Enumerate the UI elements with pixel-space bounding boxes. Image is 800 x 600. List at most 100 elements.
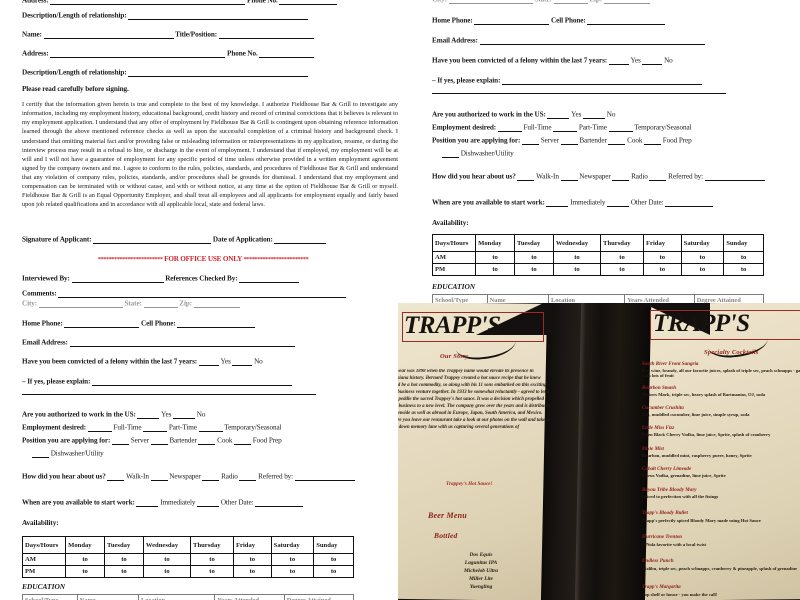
table-row: AM to to to to to to to xyxy=(431,251,764,264)
table-header-row: Days/Hours Monday Tuesday Wednesday Thur… xyxy=(431,234,764,252)
felony-no-label: No xyxy=(254,357,263,366)
desc-length-label-2: Description/Length of relationship: xyxy=(22,68,127,77)
cell[interactable]: to xyxy=(104,553,144,566)
menu-brand-right: TRAPP'S xyxy=(653,310,750,337)
cell[interactable]: to xyxy=(104,565,144,578)
zip-label-r: Zip: xyxy=(589,0,602,3)
cell[interactable]: to xyxy=(642,251,682,264)
th-friday: Friday xyxy=(232,536,272,554)
ref-name-row: Name: Title/Position: xyxy=(22,31,314,39)
cell[interactable]: to xyxy=(232,565,272,578)
cell[interactable]: to xyxy=(600,251,644,264)
ref-address-row: Address: Phone No. xyxy=(22,49,315,58)
opt-bartender: Bartender xyxy=(169,436,197,445)
cell[interactable]: to xyxy=(65,565,106,578)
cell[interactable]: to xyxy=(680,263,725,276)
office-use-text: FOR OFFICE USE ONLY xyxy=(164,255,242,263)
hear-about-row-r: How did you hear about us? Walk-In Newsp… xyxy=(432,173,765,181)
menu-binder-spine xyxy=(540,303,652,600)
home-cell-phone-row-r: Home Phone: Cell Phone: xyxy=(432,17,666,25)
address-label-2: Address: xyxy=(22,49,49,58)
employment-desired-label: Employment desired: xyxy=(22,423,87,432)
felony-no-label-r: No xyxy=(664,56,673,65)
opt-server: Server xyxy=(130,436,149,445)
education-heading: EDUCATION xyxy=(22,582,66,591)
cocktail-name: Trapp's Margarita xyxy=(642,584,681,590)
email-label: Email Address: xyxy=(22,338,68,347)
employment-desired-label-r: Employment desired: xyxy=(432,123,497,132)
cell[interactable]: to xyxy=(142,565,192,578)
work-auth-label: Are you authorized to work in the US: xyxy=(22,410,136,419)
work-auth-no-r: No xyxy=(606,110,616,119)
start-work-label: When are you available to start work: xyxy=(22,498,135,507)
cell[interactable]: to xyxy=(142,553,192,566)
cell[interactable]: to xyxy=(514,263,554,276)
cocktail-name: Trapp's Bloody Bullet xyxy=(642,510,688,516)
th-monday-r: Monday xyxy=(475,234,516,252)
interviewed-by-row: Interviewed By: References Checked By: xyxy=(22,274,300,283)
cell[interactable]: to xyxy=(723,251,764,264)
th-tuesday: Tuesday xyxy=(104,536,144,554)
cell[interactable]: to xyxy=(475,263,516,276)
cocktail-desc: Gin, muddled cucumber, lime juice, simpl… xyxy=(642,412,750,417)
cell[interactable]: to xyxy=(65,553,106,566)
cell[interactable]: to xyxy=(270,565,315,578)
opt-radio: Radio xyxy=(221,472,238,481)
asterisk-right: ************************ xyxy=(243,256,309,263)
opt-newspaper: Newspaper xyxy=(169,472,201,481)
opt-immediately: Immediately xyxy=(160,498,196,507)
our-story-title: Our Story xyxy=(440,353,469,360)
row-label-am: AM xyxy=(21,553,67,566)
work-auth-row: Are you authorized to work in the US: Ye… xyxy=(22,411,205,419)
cell[interactable]: to xyxy=(552,263,602,276)
cell[interactable]: to xyxy=(313,565,354,578)
cocktail-name: Hurricane Trenton xyxy=(642,534,683,540)
felony-yes-label: Yes xyxy=(220,357,231,366)
cell[interactable]: to xyxy=(552,251,602,264)
cell[interactable]: to xyxy=(475,251,516,264)
position-row-2-r: Dishwasher/Utility xyxy=(442,150,514,158)
cell[interactable]: to xyxy=(270,553,315,566)
opt-newspaper-r: Newspaper xyxy=(579,172,611,181)
cell[interactable]: to xyxy=(514,251,554,264)
cell[interactable]: to xyxy=(680,251,725,264)
if-yes-explain-label-r: – If yes, please explain: xyxy=(432,76,501,85)
email-label-r: Email Address: xyxy=(432,36,478,45)
beer-item: Dos Equis xyxy=(469,552,493,558)
home-cell-phone-row: Home Phone: Cell Phone: xyxy=(22,320,256,328)
th-thursday-r: Thursday xyxy=(600,234,644,252)
cell[interactable]: to xyxy=(723,263,764,276)
opt-other-date-r: Other Date: xyxy=(630,198,664,207)
address-label: Address: xyxy=(22,0,49,5)
explain-blank-line-r xyxy=(432,93,726,94)
cell[interactable]: to xyxy=(313,553,354,566)
felony-row: Have you been convicted of a felony with… xyxy=(22,358,263,366)
signature-row: Signature of Applicant: Date of Applicat… xyxy=(22,236,327,244)
row-label-pm: PM xyxy=(21,565,67,578)
opt-cook: Cook xyxy=(217,436,233,445)
th-school-type: School/Type xyxy=(22,594,78,600)
th-sunday-r: Sunday xyxy=(723,234,764,252)
interviewed-by-label: Interviewed By: xyxy=(22,274,70,283)
bottled-beer-list: Dos Equis Lagunitas IPA Michelob Ultra M… xyxy=(464,551,498,592)
opt-temp-seasonal: Temporary/Seasonal xyxy=(224,423,282,432)
cell[interactable]: to xyxy=(190,565,234,578)
table-row: PM to to to to to to to xyxy=(431,263,764,276)
menu-corner-left xyxy=(476,303,552,335)
cell[interactable]: to xyxy=(642,263,682,276)
opt-cook-r: Cook xyxy=(627,136,643,145)
asterisk-left: ************************ xyxy=(97,256,163,263)
cell[interactable]: to xyxy=(190,553,234,566)
city-label: City: xyxy=(22,299,38,308)
cocktail-name: Little Miss Fizz xyxy=(642,425,675,431)
phone-label: Phone No. xyxy=(247,0,278,5)
cell[interactable]: to xyxy=(600,263,644,276)
office-use-banner: ************************ FOR OFFICE USE … xyxy=(8,255,398,263)
bottled-title: Bottled xyxy=(434,531,458,540)
cell[interactable]: to xyxy=(232,553,272,566)
position-row: Position you are applying for: Server Ba… xyxy=(22,437,282,445)
opt-full-time-r: Full-Time xyxy=(523,123,552,132)
state-label-r: State: xyxy=(534,0,551,3)
position-row-2: Dishwasher/Utility xyxy=(32,450,104,458)
